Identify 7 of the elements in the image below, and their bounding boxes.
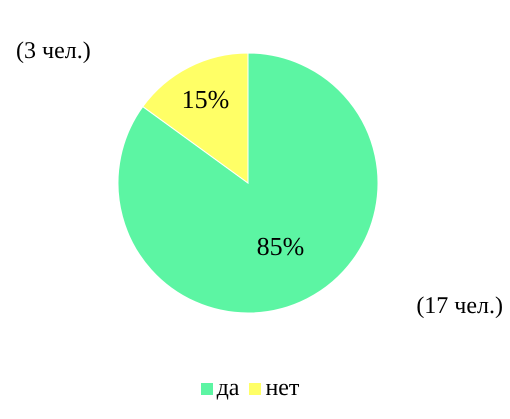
data-label: 85% xyxy=(256,232,304,262)
legend-label: нет xyxy=(265,375,300,401)
pie-slice xyxy=(118,52,378,314)
text: (3 чел.) xyxy=(16,38,91,64)
data-label: 15% xyxy=(182,85,230,114)
text: (17 чел.) xyxy=(416,293,503,319)
legend-label: да xyxy=(216,375,240,401)
